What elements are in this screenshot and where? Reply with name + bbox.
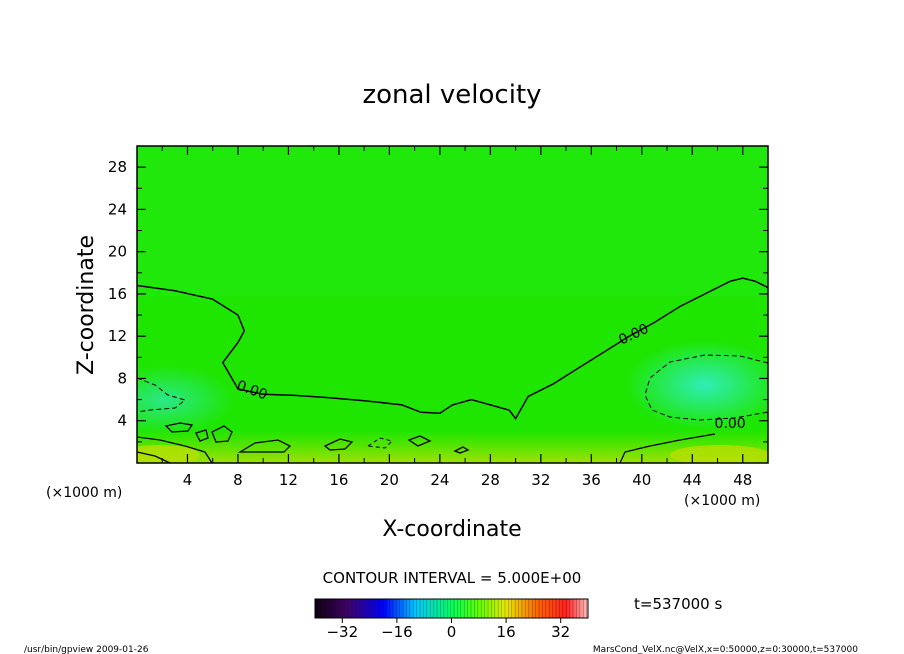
- x-tick-label: 28: [481, 471, 500, 489]
- contour-dashed-small: [366, 437, 393, 449]
- y-tick-label: 20: [108, 243, 127, 261]
- y-tick-label: 4: [117, 412, 127, 430]
- contour-closed-5: [323, 438, 354, 451]
- x-unit-left: (×1000 m): [46, 485, 122, 501]
- y-tick-label: 16: [108, 285, 127, 303]
- cool-region-left: [137, 365, 235, 435]
- y-tick-label: 28: [108, 158, 127, 176]
- colorbar-tick-label: 16: [497, 623, 516, 641]
- colorbar-tick-label: −16: [381, 623, 413, 641]
- x-tick-label: 4: [183, 471, 193, 489]
- zero-contour-line: [137, 277, 768, 420]
- x-tick-label: 44: [683, 471, 702, 489]
- x-tick-label: 8: [233, 471, 243, 489]
- warm-region-bottom: [137, 430, 768, 463]
- x-tick-label: 40: [632, 471, 651, 489]
- colorbar-tick-label: −32: [326, 623, 358, 641]
- x-tick-label: 48: [733, 471, 752, 489]
- contour-closed-2: [195, 429, 209, 442]
- colorbar-tick-label: 32: [551, 623, 570, 641]
- x-tick-label: 20: [380, 471, 399, 489]
- x-axis: 4 8 12 16 20 24 28 32 36 40 44 48: [161, 146, 752, 489]
- contour-interval: CONTOUR INTERVAL = 5.000E+00: [323, 569, 582, 587]
- contour-bottom-right: [619, 433, 716, 463]
- x-tick-label: 12: [279, 471, 298, 489]
- y-axis: 4 8 12 16 20 24 28: [108, 158, 768, 443]
- x-tick-label: 16: [329, 471, 348, 489]
- contour-bottom-left: [137, 436, 213, 463]
- footer-right: MarsCond_VelX.nc@VelX,x=0:50000,z=0:3000…: [593, 645, 858, 654]
- field-light-band: [137, 146, 768, 296]
- colorbar-stripes: [317, 599, 587, 618]
- y-axis-label: Z-coordinate: [74, 235, 99, 375]
- dashed-contour-right: [644, 354, 768, 421]
- y-tick-label: 8: [117, 369, 127, 387]
- cool-region-right: [625, 340, 768, 430]
- x-tick-label: 36: [582, 471, 601, 489]
- contour-closed-3: [211, 425, 233, 443]
- contour-closed-7: [453, 446, 470, 454]
- time-label: t=537000 s: [634, 595, 722, 613]
- footer-left: /usr/bin/gpview 2009-01-26: [24, 645, 149, 654]
- x-tick-label: 24: [430, 471, 449, 489]
- y-tick-label: 12: [108, 327, 127, 345]
- warm-patch-left: [137, 445, 200, 463]
- chart-title: zonal velocity: [362, 80, 541, 110]
- contour-closed-4: [237, 439, 292, 453]
- contour-closed-6: [407, 435, 432, 447]
- contour-label-2: 0.00: [715, 416, 746, 432]
- colorbar-tick-label: 0: [447, 623, 457, 641]
- contour-bottom-left-inner: [137, 451, 171, 463]
- y-tick-label: 24: [108, 200, 127, 218]
- plot-area: 0.000.000.00: [137, 146, 768, 463]
- warm-patch-right: [670, 445, 768, 463]
- dashed-contour-left: [137, 377, 187, 413]
- x-tick-label: 32: [531, 471, 550, 489]
- colorbar-gradient: [315, 599, 588, 618]
- colorbar-ticks: −32 −16 0 16 32: [326, 618, 570, 641]
- x-unit-right: (×1000 m): [684, 493, 760, 509]
- contour-closed-1: [164, 422, 194, 433]
- plot-frame: [136, 145, 769, 464]
- x-axis-label: X-coordinate: [382, 517, 521, 542]
